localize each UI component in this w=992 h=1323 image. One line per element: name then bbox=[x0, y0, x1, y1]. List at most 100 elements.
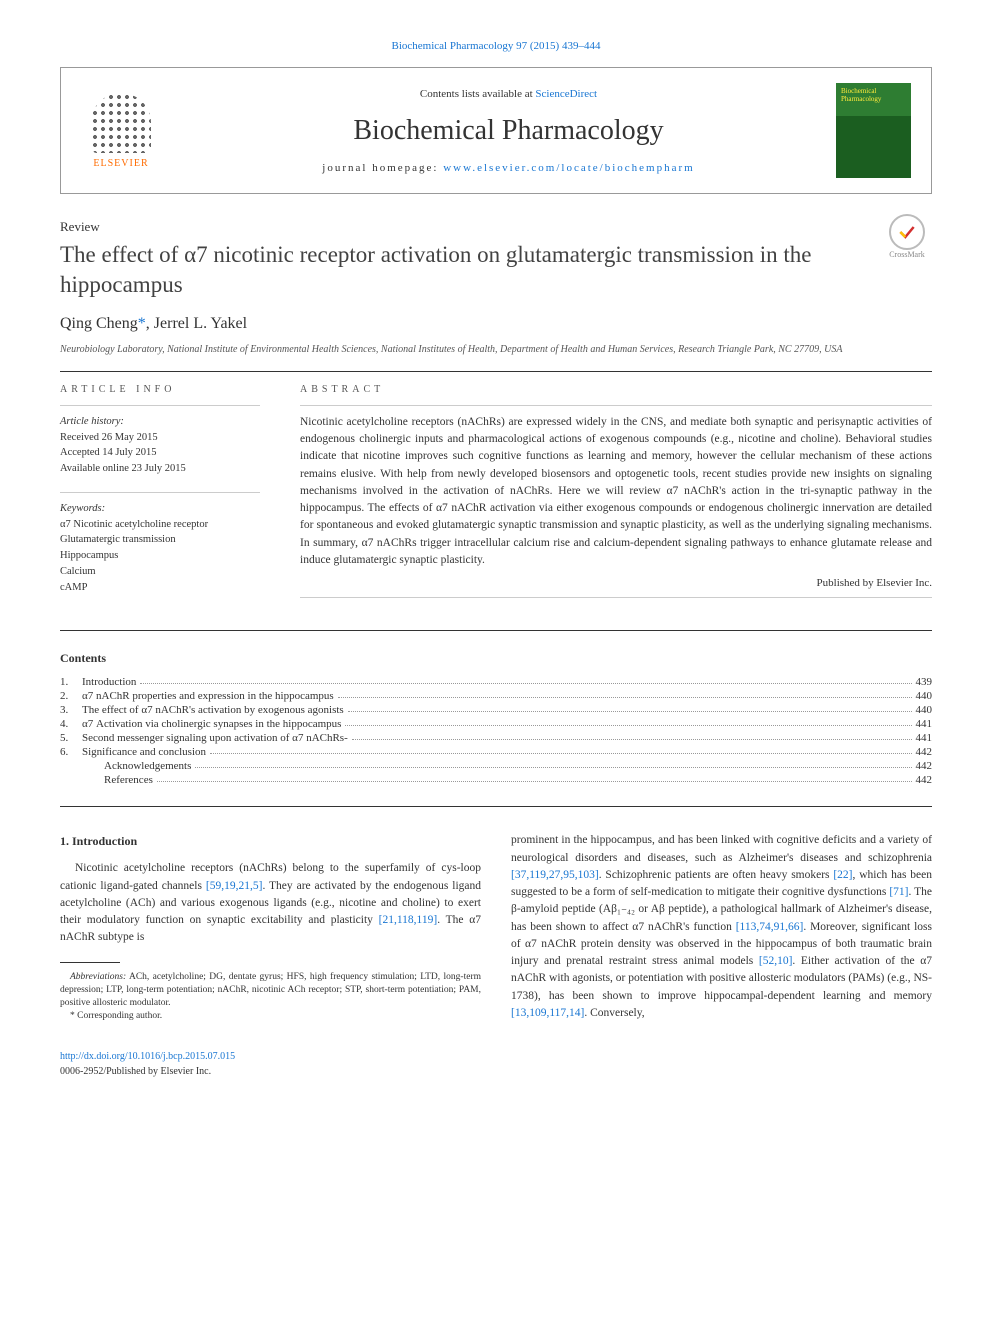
divider bbox=[60, 405, 260, 406]
elsevier-tree-icon bbox=[91, 93, 151, 153]
body-right-column: prominent in the hippocampus, and has be… bbox=[511, 832, 932, 1078]
homepage-prefix: journal homepage: bbox=[322, 162, 443, 174]
affiliation: Neurobiology Laboratory, National Instit… bbox=[60, 343, 932, 356]
toc-dots bbox=[352, 732, 912, 740]
abbrev-label: Abbreviations: bbox=[70, 972, 126, 982]
keyword: Calcium bbox=[60, 564, 260, 580]
abstract-label: ABSTRACT bbox=[300, 384, 932, 395]
toc-page: 442 bbox=[916, 760, 933, 772]
top-citation: Biochemical Pharmacology 97 (2015) 439–4… bbox=[60, 40, 932, 52]
toc-number: 6. bbox=[60, 746, 82, 758]
article-info-label: ARTICLE INFO bbox=[60, 384, 260, 395]
toc-dots bbox=[157, 774, 912, 782]
citation-link[interactable]: [13,109,117,14] bbox=[511, 1007, 584, 1019]
table-of-contents: Contents 1.Introduction 439 2.α7 nAChR pro… bbox=[60, 651, 932, 786]
elsevier-logo: ELSEVIER bbox=[81, 86, 161, 176]
corresponding-mark[interactable]: * bbox=[138, 315, 146, 332]
publisher-line: Published by Elsevier Inc. bbox=[300, 577, 932, 589]
article-info-column: ARTICLE INFO Article history: Received 2… bbox=[60, 384, 260, 611]
citation-link[interactable]: [37,119,27,95,103] bbox=[511, 869, 599, 881]
crossmark-label: CrossMark bbox=[882, 250, 932, 259]
abstract-column: ABSTRACT Nicotinic acetylcholine recepto… bbox=[300, 384, 932, 611]
journal-homepage: journal homepage: www.elsevier.com/locat… bbox=[181, 162, 836, 174]
divider bbox=[60, 630, 932, 631]
keywords-label: Keywords: bbox=[60, 501, 260, 517]
divider bbox=[60, 492, 260, 493]
history-label: Article history: bbox=[60, 414, 260, 430]
toc-item[interactable]: 5.Second messenger signaling upon activa… bbox=[60, 732, 932, 744]
contents-heading: Contents bbox=[60, 651, 932, 666]
homepage-link[interactable]: www.elsevier.com/locate/biochempharm bbox=[443, 162, 695, 174]
crossmark-icon bbox=[889, 214, 925, 250]
cover-title-2: Pharmacology bbox=[841, 95, 881, 103]
journal-header: ELSEVIER Contents lists available at Sci… bbox=[60, 67, 932, 194]
toc-page: 441 bbox=[916, 732, 933, 744]
top-citation-link[interactable]: Biochemical Pharmacology 97 (2015) 439–4… bbox=[392, 40, 601, 52]
citation-link[interactable]: [59,19,21,5] bbox=[206, 880, 263, 892]
toc-page: 441 bbox=[916, 718, 933, 730]
toc-dots bbox=[195, 760, 911, 768]
toc-item[interactable]: References442 bbox=[60, 774, 932, 786]
crossmark-badge[interactable]: CrossMark bbox=[882, 214, 932, 259]
toc-item[interactable]: Acknowledgements 442 bbox=[60, 760, 932, 772]
toc-page: 440 bbox=[916, 690, 933, 702]
authors: Qing Cheng*, Jerrel L. Yakel bbox=[60, 315, 932, 333]
toc-number bbox=[82, 774, 104, 786]
body-left-column: 1. Introduction Nicotinic acetylcholine … bbox=[60, 832, 481, 1078]
author-2: , Jerrel L. Yakel bbox=[146, 315, 247, 332]
citation-link[interactable]: [21,118,119] bbox=[379, 914, 438, 926]
issn-line: 0006-2952/Published by Elsevier Inc. bbox=[60, 1066, 211, 1077]
keyword: α7 Nicotinic acetylcholine receptor bbox=[60, 517, 260, 533]
doi-link[interactable]: http://dx.doi.org/10.1016/j.bcp.2015.07.… bbox=[60, 1051, 235, 1062]
divider bbox=[300, 597, 932, 598]
body-paragraph: prominent in the hippocampus, and has be… bbox=[511, 832, 932, 1022]
citation-link[interactable]: [22] bbox=[833, 869, 852, 881]
toc-title: Introduction bbox=[82, 676, 136, 688]
toc-item[interactable]: 3.The effect of α7 nAChR's activation by… bbox=[60, 704, 932, 716]
toc-number: 3. bbox=[60, 704, 82, 716]
citation-link[interactable]: [52,10] bbox=[759, 955, 793, 967]
toc-title: α7 nAChR properties and expression in th… bbox=[82, 690, 334, 702]
abbreviations-footnote: Abbreviations: ACh, acetylcholine; DG, d… bbox=[60, 971, 481, 1011]
toc-number bbox=[82, 760, 104, 772]
toc-title: Second messenger signaling upon activati… bbox=[82, 732, 348, 744]
footnote-separator bbox=[60, 962, 120, 963]
body-paragraph: Nicotinic acetylcholine receptors (nAChR… bbox=[60, 860, 481, 946]
toc-page: 439 bbox=[916, 676, 933, 688]
toc-item[interactable]: 6.Significance and conclusion 442 bbox=[60, 746, 932, 758]
toc-item[interactable]: 1.Introduction 439 bbox=[60, 676, 932, 688]
toc-dots bbox=[338, 690, 912, 698]
toc-item[interactable]: 4.α7 Activation via cholinergic synapses… bbox=[60, 718, 932, 730]
contents-available: Contents lists available at ScienceDirec… bbox=[181, 88, 836, 100]
toc-number: 5. bbox=[60, 732, 82, 744]
toc-page: 442 bbox=[916, 746, 933, 758]
toc-number: 2. bbox=[60, 690, 82, 702]
toc-title: The effect of α7 nAChR's activation by e… bbox=[82, 704, 344, 716]
toc-title: Significance and conclusion bbox=[82, 746, 206, 758]
citation-link[interactable]: [113,74,91,66] bbox=[736, 921, 804, 933]
contents-prefix: Contents lists available at bbox=[420, 88, 535, 100]
citation-link[interactable]: [71] bbox=[889, 886, 908, 898]
toc-item[interactable]: 2.α7 nAChR properties and expression in … bbox=[60, 690, 932, 702]
article-title: The effect of α7 nicotinic receptor acti… bbox=[60, 240, 932, 300]
toc-dots bbox=[210, 746, 911, 754]
keyword: Glutamatergic transmission bbox=[60, 532, 260, 548]
journal-cover-thumb: Biochemical Pharmacology bbox=[836, 83, 911, 178]
toc-title: Acknowledgements bbox=[104, 760, 191, 772]
abstract-text: Nicotinic acetylcholine receptors (nAChR… bbox=[300, 414, 932, 569]
keyword: cAMP bbox=[60, 580, 260, 596]
toc-dots bbox=[345, 718, 911, 726]
online-date: Available online 23 July 2015 bbox=[60, 461, 260, 477]
keyword: Hippocampus bbox=[60, 548, 260, 564]
journal-name: Biochemical Pharmacology bbox=[181, 115, 836, 147]
toc-page: 440 bbox=[916, 704, 933, 716]
divider bbox=[300, 405, 932, 406]
sciencedirect-link[interactable]: ScienceDirect bbox=[535, 88, 597, 100]
toc-dots bbox=[140, 676, 911, 684]
toc-page: 442 bbox=[916, 774, 933, 786]
corresponding-footnote: * Corresponding author. bbox=[60, 1010, 481, 1023]
author-1: Qing Cheng bbox=[60, 315, 138, 332]
received-date: Received 26 May 2015 bbox=[60, 430, 260, 446]
toc-number: 1. bbox=[60, 676, 82, 688]
toc-number: 4. bbox=[60, 718, 82, 730]
